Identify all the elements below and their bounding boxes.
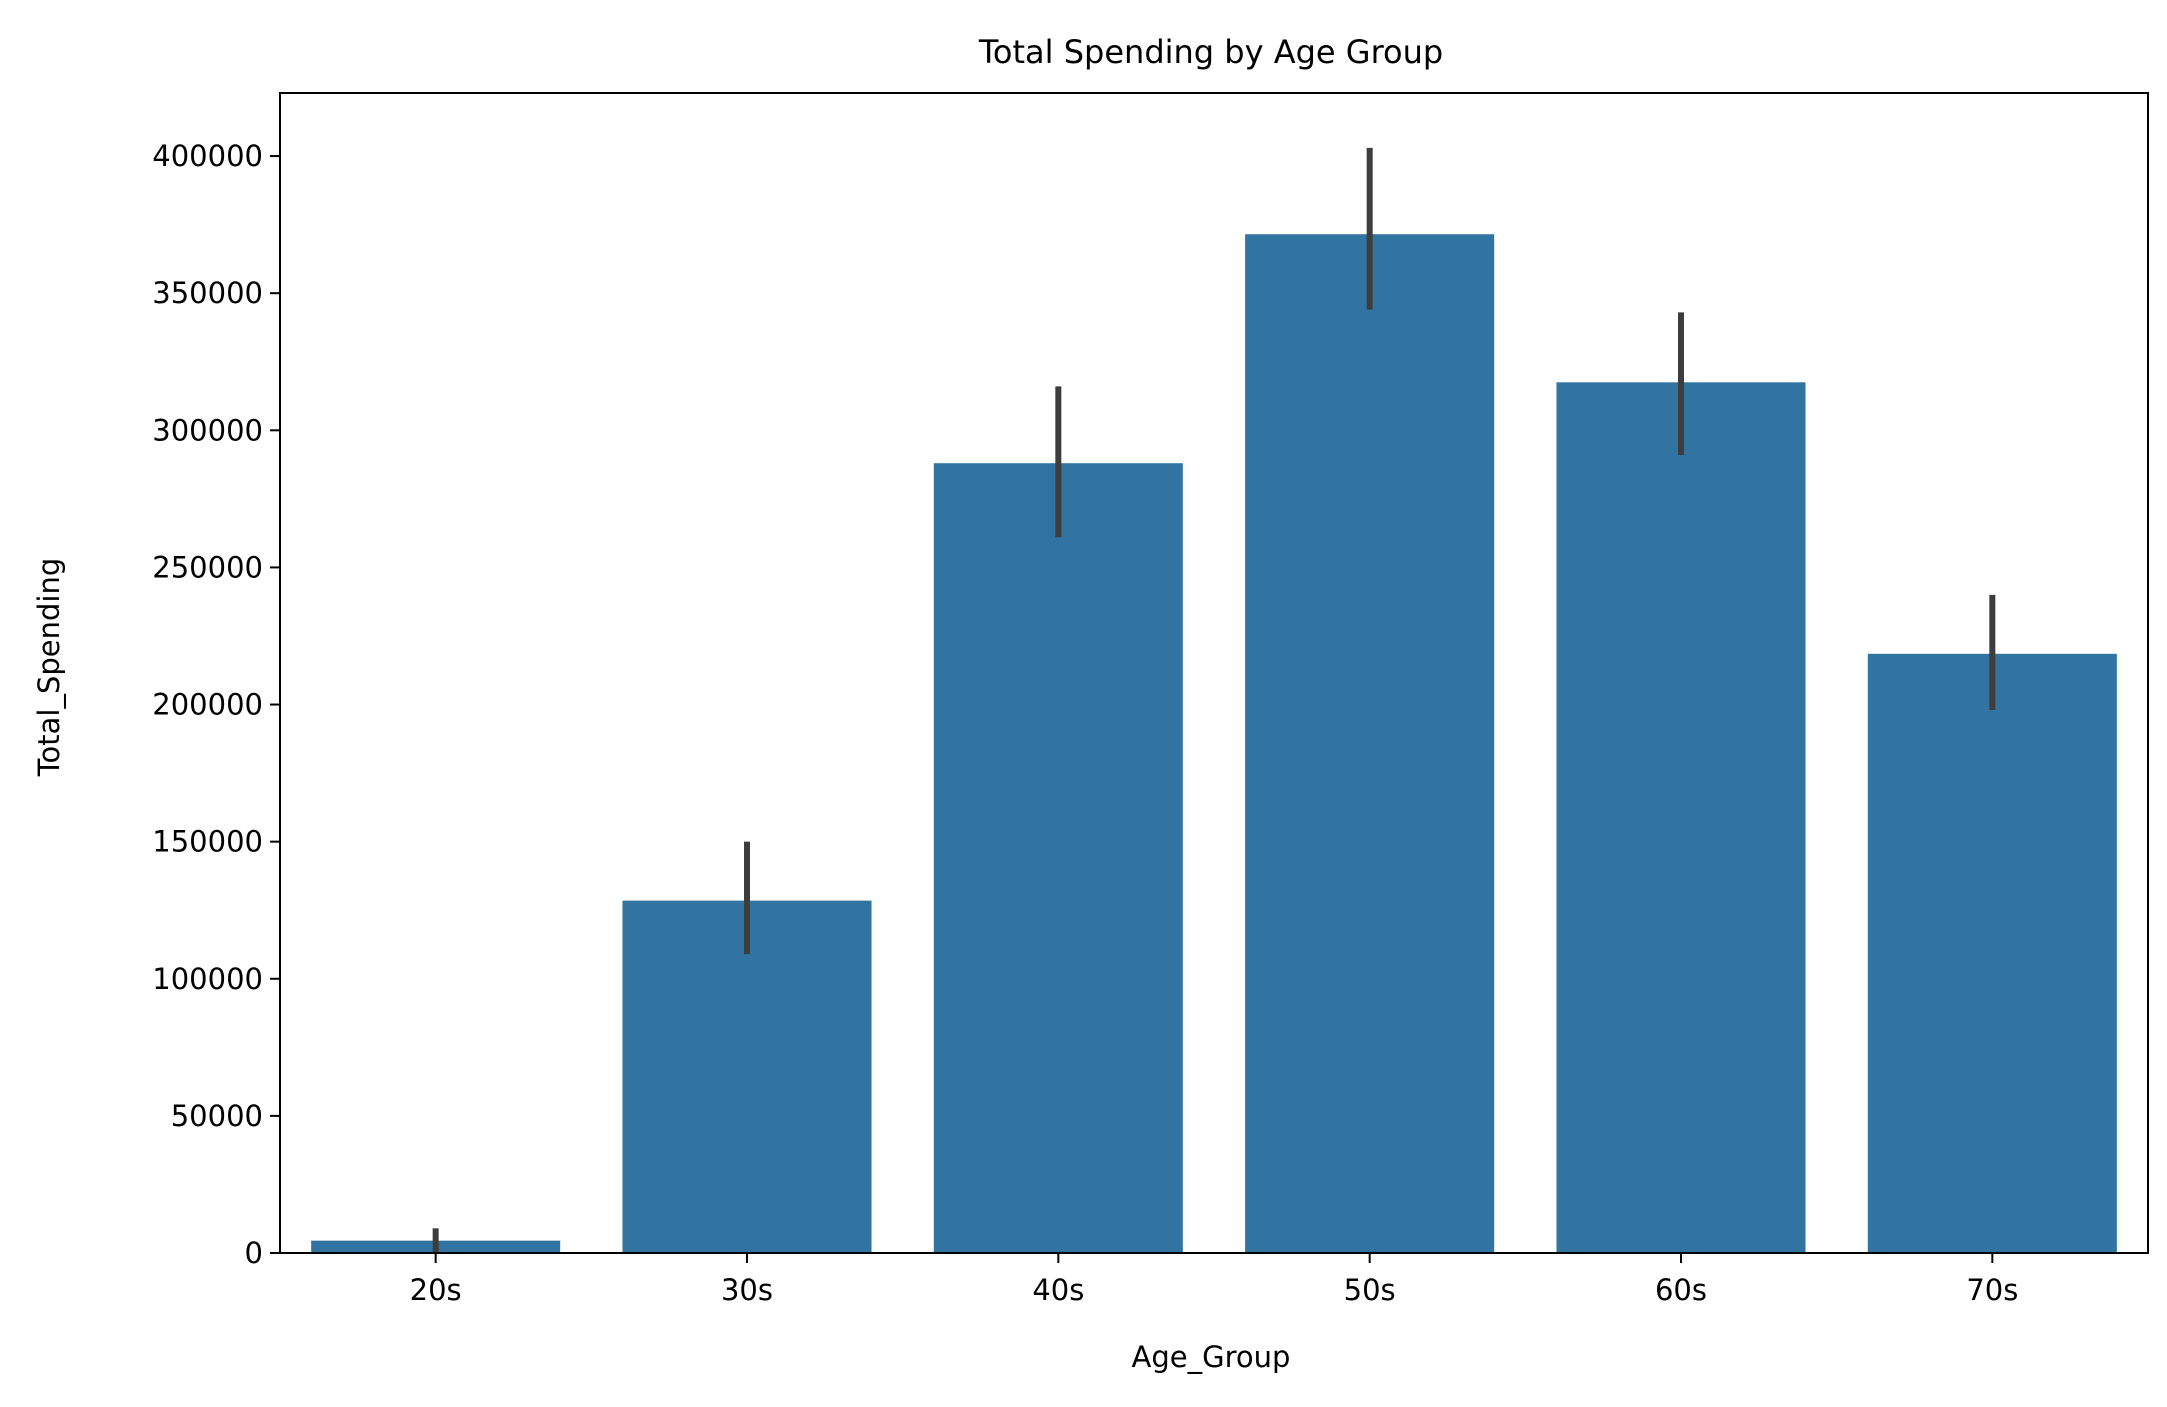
y-tick-label: 250000	[152, 550, 263, 584]
y-tick-label: 350000	[152, 276, 263, 310]
y-tick-label: 50000	[171, 1099, 263, 1133]
y-tick-label: 100000	[152, 962, 263, 996]
chart-title: Total Spending by Age Group	[978, 33, 1443, 71]
bar-70s	[1867, 653, 2117, 1253]
x-tick-label: 70s	[1966, 1273, 2018, 1307]
x-axis-label: Age_Group	[1132, 1340, 1291, 1374]
x-tick-label: 20s	[410, 1273, 462, 1307]
y-tick-label: 200000	[152, 688, 263, 722]
bar-30s	[622, 900, 872, 1253]
y-axis-ticks: 0 50000 100000 150000 200000 250000 300000 3500…	[152, 139, 280, 1270]
x-tick-label: 30s	[721, 1273, 773, 1307]
y-tick-label: 300000	[152, 413, 263, 447]
x-tick-label: 50s	[1344, 1273, 1396, 1307]
x-tick-label: 60s	[1655, 1273, 1707, 1307]
y-tick-label: 0	[245, 1236, 263, 1270]
x-tick-label: 40s	[1032, 1273, 1084, 1307]
x-axis-ticks: 20s 30s 40s 50s 60s 70s	[410, 1253, 2018, 1307]
plot-area-frame	[279, 92, 2149, 1254]
bars-layer	[311, 234, 2117, 1253]
error-bars-layer	[432, 147, 1996, 1253]
bar-60s	[1556, 382, 1806, 1253]
y-axis-label: Total_Spending	[32, 558, 66, 778]
y-tick-label: 400000	[152, 139, 263, 173]
bar-50s	[1245, 234, 1495, 1253]
bar-40s	[933, 463, 1183, 1253]
y-tick-label: 150000	[152, 825, 263, 859]
